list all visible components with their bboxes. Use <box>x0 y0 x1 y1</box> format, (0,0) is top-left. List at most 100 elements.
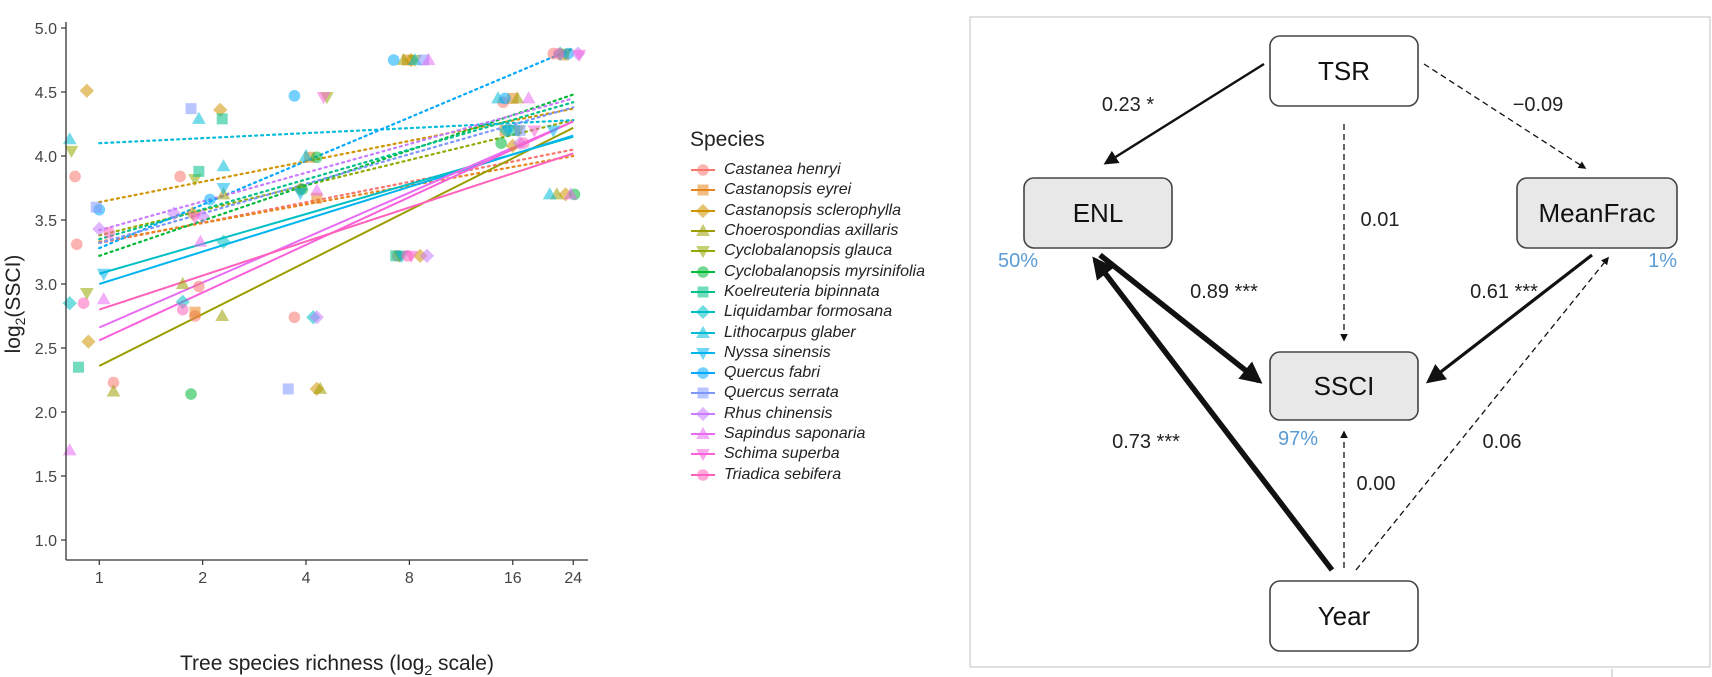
legend-label: Castanea henryi <box>724 161 841 179</box>
legend-marker-schima-superba <box>696 449 710 462</box>
point-koelreuteria-bipinnata <box>73 361 85 373</box>
edge-meanfrac-to-ssci <box>1425 253 1593 384</box>
edge-enl-to-ssci <box>1098 252 1263 384</box>
point-cyclobalanopsis-myrsinifolia <box>311 151 323 164</box>
legend-entry: Lithocarpus glaber <box>690 322 925 342</box>
edge-label-tsr-to-meanfrac: −0.09 <box>1513 94 1564 116</box>
point-sapindus-saponaria <box>563 187 578 200</box>
diagram-nodes: TSR ENL 50% MeanFrac 1% SSCI 97% Year <box>998 35 1678 652</box>
legend-marker-cyclobalanopsis-glauca <box>696 246 710 259</box>
point-rhus-chinensis <box>309 310 324 325</box>
legend-entry: Castanopsis eyrei <box>690 180 925 200</box>
legend-label: Sapindus saponaria <box>724 425 866 442</box>
point-lithocarpus-glaber <box>191 111 206 124</box>
legend-entry: Castanopsis sclerophylla <box>690 201 925 221</box>
node-enl: ENL 50% <box>998 177 1173 272</box>
legend-marker-quercus-fabri <box>697 367 709 379</box>
legend-entry: Liquidambar formosana <box>690 302 925 322</box>
node-box-enl <box>1023 177 1173 249</box>
node-ssci: SSCI 97% <box>1269 351 1419 450</box>
node-label-ssci: SSCI <box>1314 371 1375 401</box>
y-axis-title: log2(SSCI) <box>2 255 28 354</box>
legend-label: Castanopsis eyrei <box>724 181 852 199</box>
point-cyclobalanopsis-glauca <box>64 145 79 159</box>
legend-marker-cyclobalanopsis-myrsinifolia <box>697 265 709 278</box>
y-tick-label: 1.5 <box>35 469 57 486</box>
point-quercus-serrata <box>90 201 102 213</box>
y-tick-label: 2.5 <box>35 341 57 358</box>
legend-entry: Rhus chinensis <box>690 404 925 424</box>
point-triadica-sebifera <box>176 303 189 316</box>
point-castanea-henryi <box>174 170 186 183</box>
point-nyssa-sinensis <box>216 183 231 196</box>
point-choerospondias-axillaris <box>510 91 525 104</box>
point-schima-superba <box>188 212 202 225</box>
legend-label: Nyssa sinensis <box>724 343 831 361</box>
fit-line-lithocarpus-glaber <box>98 119 575 145</box>
point-castanea-henryi <box>69 170 81 183</box>
fit-line-cyclobalanopsis-myrsinifolia <box>98 93 575 257</box>
legend-label: Schima superba <box>724 445 840 463</box>
node-box-ssci <box>1269 351 1419 421</box>
x-tick-label: 4 <box>302 570 311 587</box>
y-tick-label: 4.5 <box>35 85 57 102</box>
point-choerospondias-axillaris <box>175 276 190 289</box>
legend-label: Rhus chinensis <box>724 404 833 422</box>
edge-tsr-to-meanfrac <box>1423 63 1587 169</box>
point-triadica-sebifera <box>553 47 565 60</box>
point-castanea-henryi <box>70 238 83 251</box>
species-scatter-plot: 1.01.52.02.53.03.54.04.55.0 1 2 4 8 16 24 Tre… <box>2 21 588 677</box>
point-triadica-sebifera <box>103 227 116 239</box>
legend-entry: Cyclobalanopsis glauca <box>690 241 925 261</box>
fit-line-triadica-sebifera <box>98 152 574 311</box>
x-tick-label: 16 <box>504 570 522 587</box>
y-tick-label: 4.0 <box>35 149 57 166</box>
edge-year-to-enl <box>1092 256 1335 572</box>
edge-label-tsr-to-enl: 0.23 * <box>1102 94 1154 116</box>
legend-entry: Choerospondias axillaris <box>690 221 925 241</box>
edge-label-year-to-enl: 0.73 *** <box>1112 431 1180 453</box>
r2-label-ssci: 97% <box>1278 428 1318 450</box>
point-cyclobalanopsis-glauca <box>79 288 94 301</box>
point-rhus-chinensis <box>419 248 435 263</box>
legend-label: Lithocarpus glaber <box>724 323 856 341</box>
point-liquidambar-formosana <box>216 234 231 249</box>
node-label-enl: ENL <box>1073 198 1124 228</box>
legend: Species Castanea henryi Castanopsis eyrei… <box>690 128 925 485</box>
legend-key-lithocarpus-glaber <box>691 325 715 338</box>
legend-title: Species <box>690 128 765 151</box>
y-tick-label: 1.0 <box>35 533 57 550</box>
node-label-year: Year <box>1318 601 1371 631</box>
point-nyssa-sinensis <box>501 125 515 138</box>
legend-marker-nyssa-sinensis <box>696 347 710 360</box>
point-quercus-fabri <box>499 92 511 105</box>
x-tick-label: 24 <box>564 570 582 587</box>
point-lithocarpus-glaber <box>299 148 313 161</box>
point-quercus-serrata <box>282 383 294 395</box>
y-tick-label: 5.0 <box>35 21 57 38</box>
point-quercus-fabri <box>288 90 301 102</box>
point-choerospondias-axillaris <box>396 52 411 65</box>
legend-key-quercus-fabri <box>691 367 715 379</box>
legend-entry: Koelreuteria bipinnata <box>690 282 925 302</box>
legend-label: Quercus fabri <box>724 364 821 382</box>
point-lithocarpus-glaber <box>216 159 231 172</box>
point-castanea-henryi <box>288 311 301 324</box>
legend-label: Cyclobalanopsis myrsinifolia <box>724 262 925 280</box>
point-sapindus-saponaria <box>521 91 536 104</box>
r2-label-meanfrac: 1% <box>1648 250 1677 272</box>
legend-key-triadica-sebifera <box>691 468 715 481</box>
point-liquidambar-formosana <box>62 296 77 311</box>
fit-line-koelreuteria-bipinnata <box>98 101 575 241</box>
point-schima-superba <box>316 92 331 105</box>
diagram-edges: 0.23 * −0.09 0.01 0.89 *** 0.61 *** 0.73 *** 0… <box>1092 62 1609 572</box>
point-schima-superba <box>527 125 542 138</box>
legend-marker-lithocarpus-glaber <box>696 325 710 338</box>
point-castanea-henryi <box>107 376 120 389</box>
point-quercus-fabri <box>387 54 400 66</box>
fit-line-nyssa-sinensis <box>98 134 574 285</box>
edge-label-enl-to-ssci: 0.89 *** <box>1190 281 1258 303</box>
legend-label: Triadica sebifera <box>724 465 842 483</box>
point-quercus-fabri <box>204 193 216 206</box>
legend-key-liquidambar-formosana <box>691 305 715 320</box>
